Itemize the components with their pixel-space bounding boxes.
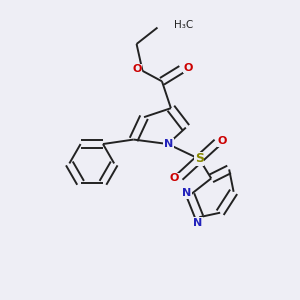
Text: N: N xyxy=(193,218,203,228)
Text: O: O xyxy=(218,136,227,146)
Text: S: S xyxy=(195,152,204,166)
Text: N: N xyxy=(164,139,173,149)
Text: N: N xyxy=(182,188,191,198)
Text: O: O xyxy=(183,63,193,73)
Text: O: O xyxy=(170,173,179,183)
Text: O: O xyxy=(133,64,142,74)
Text: H₃C: H₃C xyxy=(174,20,193,30)
